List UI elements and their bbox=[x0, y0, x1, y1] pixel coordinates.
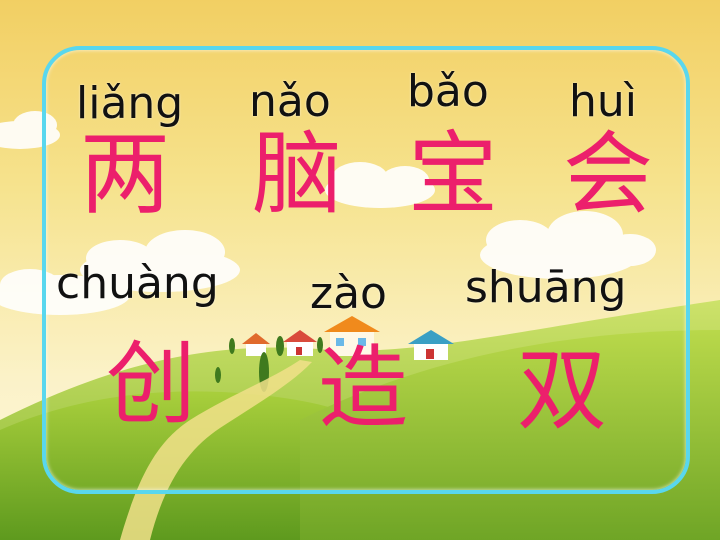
pinyin-chuang: chuàng bbox=[56, 258, 219, 309]
path bbox=[120, 360, 312, 540]
pinyin-shuang: shuāng bbox=[465, 262, 627, 313]
pinyin-hui: huì bbox=[569, 76, 637, 127]
hanzi-hui: 会 bbox=[563, 122, 653, 227]
hanzi-chuang: 创 bbox=[106, 332, 196, 437]
hill-right bbox=[300, 330, 720, 540]
content-frame bbox=[42, 46, 690, 494]
pinyin-zao: zào bbox=[310, 268, 387, 319]
houses bbox=[242, 316, 454, 360]
pinyin-bao: bǎo bbox=[407, 66, 489, 117]
pinyin-nao: nǎo bbox=[249, 76, 331, 127]
hanzi-shuang: 双 bbox=[517, 338, 607, 443]
hanzi-liang: 两 bbox=[80, 122, 170, 227]
hanzi-nao: 脑 bbox=[252, 122, 342, 227]
hanzi-zao: 造 bbox=[318, 336, 408, 441]
clouds bbox=[0, 111, 720, 346]
pinyin-liang: liǎng bbox=[76, 78, 184, 129]
hanzi-bao: 宝 bbox=[408, 122, 498, 227]
